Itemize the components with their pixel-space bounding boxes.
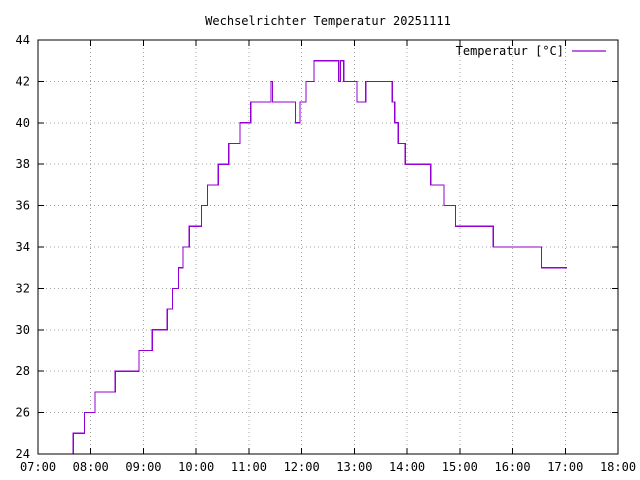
y-tick-label: 34 [16, 240, 30, 254]
chart-title: Wechselrichter Temperatur 20251111 [205, 14, 451, 28]
x-tick-label: 14:00 [389, 460, 425, 474]
x-tick-label: 07:00 [20, 460, 56, 474]
x-tick-label: 12:00 [284, 460, 320, 474]
x-tick-label: 08:00 [73, 460, 109, 474]
grid [38, 40, 618, 454]
x-tick-label: 16:00 [494, 460, 530, 474]
y-tick-label: 38 [16, 157, 30, 171]
x-axis-labels: 07:00 08:00 09:00 10:00 11:00 12:00 13:00 14:00… [20, 460, 636, 474]
x-tick-label: 11:00 [231, 460, 267, 474]
x-tick-label: 09:00 [125, 460, 161, 474]
legend-label: Temperatur [°C] [456, 44, 564, 58]
x-tick-label: 10:00 [178, 460, 214, 474]
plot-frame [37, 39, 619, 455]
y-tick-label: 42 [16, 74, 30, 88]
y-tick-label: 36 [16, 199, 30, 213]
series-group [71, 60, 567, 455]
x-tick-label: 15:00 [442, 460, 478, 474]
y-tick-label: 28 [16, 364, 30, 378]
y-tick-label: 26 [16, 406, 30, 420]
series-line [71, 60, 567, 455]
y-tick-label: 32 [16, 281, 30, 295]
x-tick-label: 17:00 [547, 460, 583, 474]
y-tick-label: 44 [16, 33, 30, 47]
x-tick-label: 18:00 [600, 460, 636, 474]
y-tick-label: 24 [16, 447, 30, 461]
y-axis-labels: 24 26 28 30 32 34 36 38 40 42 44 [16, 33, 30, 461]
y-tick-label: 40 [16, 116, 30, 130]
x-tick-label: 13:00 [336, 460, 372, 474]
y-tick-label: 30 [16, 323, 30, 337]
legend: Temperatur [°C] [456, 44, 606, 58]
